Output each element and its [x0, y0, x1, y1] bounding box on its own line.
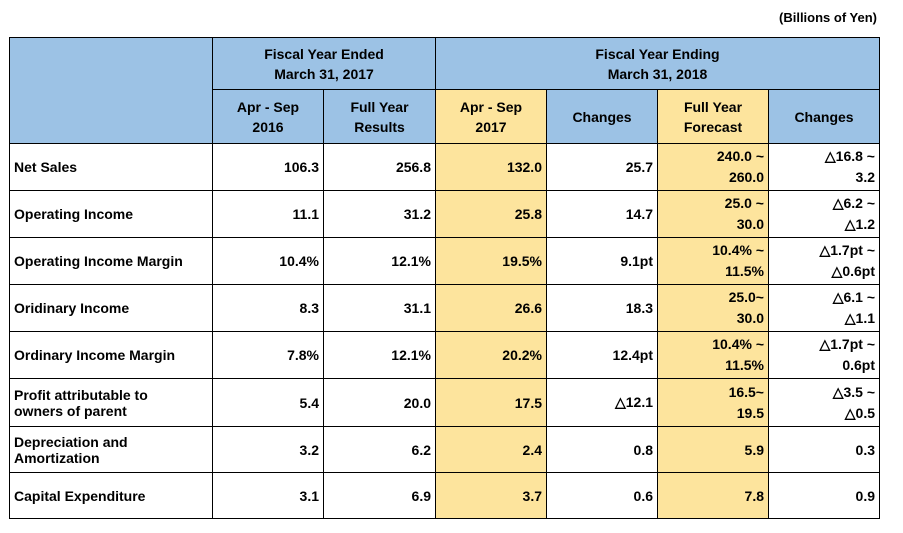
fy2017-group-header: Fiscal Year Ended March 31, 2017 [212, 37, 436, 90]
row-label: Ordinary Income Margin [9, 331, 213, 379]
row-label: Depreciation and Amortization [9, 426, 213, 473]
value-full-year-results: 31.2 [323, 190, 436, 238]
value-apr-sep-2017: 17.5 [435, 378, 547, 427]
value-forecast-changes: △1.7pt ~0.6pt [768, 331, 880, 379]
financial-table: Fiscal Year Ended March 31, 2017 Fiscal Y… [9, 37, 880, 519]
row-label: Net Sales [9, 143, 213, 191]
value-full-year-forecast: 240.0 ~260.0 [657, 143, 769, 191]
unit-label: (Billions of Yen) [779, 10, 877, 25]
value-full-year-results: 12.1% [323, 331, 436, 379]
value-changes: △12.1 [546, 378, 658, 427]
value-full-year-forecast: 10.4% ~11.5% [657, 331, 769, 379]
value-apr-sep-2016: 7.8% [212, 331, 324, 379]
col-header-forecast-changes: Changes [768, 89, 880, 144]
value-changes: 12.4pt [546, 331, 658, 379]
col-header-apr-sep-2016: Apr - Sep 2016 [212, 89, 324, 144]
row-label: Oridinary Income [9, 284, 213, 332]
value-apr-sep-2017: 25.8 [435, 190, 547, 238]
value-full-year-forecast: 5.9 [657, 426, 769, 473]
value-forecast-changes: △3.5 ~ △0.5 [768, 378, 880, 427]
value-apr-sep-2017: 3.7 [435, 472, 547, 519]
value-apr-sep-2017: 20.2% [435, 331, 547, 379]
value-apr-sep-2017: 19.5% [435, 237, 547, 285]
table-row: Net Sales 106.3 256.8 132.0 25.7 240.0 ~260.0… [9, 143, 880, 191]
value-forecast-changes: 0.9 [768, 472, 880, 519]
value-full-year-forecast: 25.0 ~30.0 [657, 190, 769, 238]
value-apr-sep-2017: 132.0 [435, 143, 547, 191]
value-apr-sep-2016: 11.1 [212, 190, 324, 238]
value-forecast-changes: △1.7pt ~ △0.6pt [768, 237, 880, 285]
value-full-year-results: 6.9 [323, 472, 436, 519]
col-header-changes: Changes [546, 89, 658, 144]
table-row: Operating Income Margin 10.4% 12.1% 19.5% 9.… [9, 237, 880, 285]
value-apr-sep-2016: 3.1 [212, 472, 324, 519]
table-row: Oridinary Income 8.3 31.1 26.6 18.3 25.0~ 30.0… [9, 284, 880, 332]
value-full-year-results: 31.1 [323, 284, 436, 332]
value-forecast-changes: △16.8 ~3.2 [768, 143, 880, 191]
value-forecast-changes: 0.3 [768, 426, 880, 473]
value-apr-sep-2017: 2.4 [435, 426, 547, 473]
table-row: Profit attributable to owners of parent 5.… [9, 378, 880, 427]
value-apr-sep-2016: 3.2 [212, 426, 324, 473]
value-changes: 0.6 [546, 472, 658, 519]
row-label: Capital Expenditure [9, 472, 213, 519]
value-apr-sep-2016: 5.4 [212, 378, 324, 427]
value-full-year-forecast: 10.4% ~11.5% [657, 237, 769, 285]
value-changes: 0.8 [546, 426, 658, 473]
value-apr-sep-2016: 8.3 [212, 284, 324, 332]
value-changes: 25.7 [546, 143, 658, 191]
value-forecast-changes: △6.2 ~ △1.2 [768, 190, 880, 238]
value-changes: 9.1pt [546, 237, 658, 285]
value-apr-sep-2017: 26.6 [435, 284, 547, 332]
row-label: Profit attributable to owners of parent [9, 378, 213, 427]
row-label: Operating Income [9, 190, 213, 238]
value-changes: 14.7 [546, 190, 658, 238]
col-header-apr-sep-2017: Apr - Sep 2017 [435, 89, 547, 144]
row-label: Operating Income Margin [9, 237, 213, 285]
col-header-full-year-forecast: Full Year Forecast [657, 89, 769, 144]
value-changes: 18.3 [546, 284, 658, 332]
col-header-full-year-results: Full Year Results [323, 89, 436, 144]
value-full-year-forecast: 16.5~ 19.5 [657, 378, 769, 427]
value-full-year-forecast: 25.0~ 30.0 [657, 284, 769, 332]
value-full-year-results: 20.0 [323, 378, 436, 427]
table-row: Capital Expenditure 3.1 6.9 3.7 0.6 7.8 0.9 [9, 472, 880, 519]
value-full-year-results: 6.2 [323, 426, 436, 473]
table-row: Depreciation and Amortization 3.2 6.2 2.4 0.8… [9, 426, 880, 473]
table-row: Operating Income 11.1 31.2 25.8 14.7 25.0 ~30… [9, 190, 880, 238]
corner-header-cell [9, 37, 213, 144]
value-apr-sep-2016: 10.4% [212, 237, 324, 285]
value-full-year-results: 256.8 [323, 143, 436, 191]
fy2018-group-header: Fiscal Year Ending March 31, 2018 [435, 37, 880, 90]
table-row: Ordinary Income Margin 7.8% 12.1% 20.2% 12.4… [9, 331, 880, 379]
value-forecast-changes: △6.1 ~ △1.1 [768, 284, 880, 332]
value-full-year-results: 12.1% [323, 237, 436, 285]
value-full-year-forecast: 7.8 [657, 472, 769, 519]
value-apr-sep-2016: 106.3 [212, 143, 324, 191]
